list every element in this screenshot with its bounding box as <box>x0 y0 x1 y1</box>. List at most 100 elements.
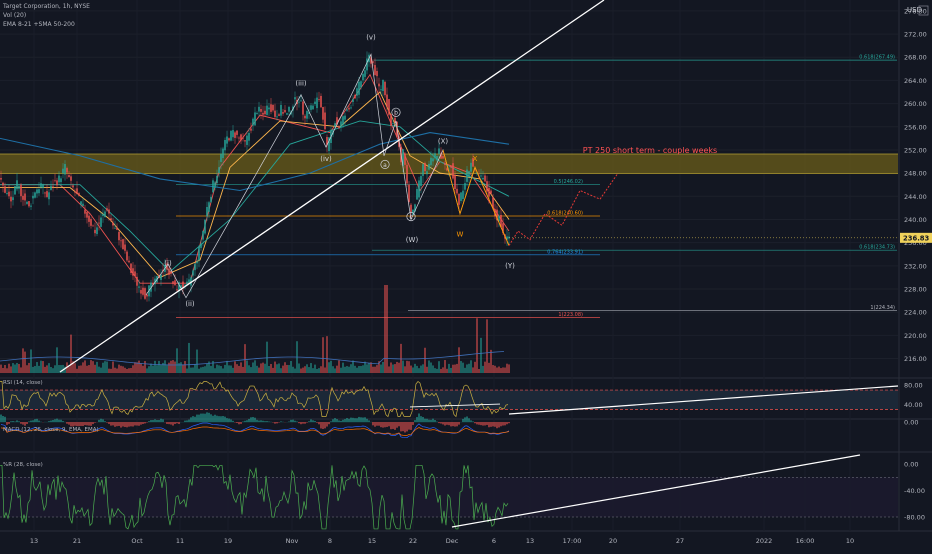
macd-histogram-bar <box>262 421 263 422</box>
macd-histogram-bar <box>258 421 259 423</box>
macd-histogram-bar <box>48 421 49 422</box>
fib-level-label: 1(224.34) <box>870 305 895 311</box>
ma-legend[interactable]: EMA 8-21 +SMA 50-200 <box>3 21 75 29</box>
macd-histogram-bar <box>412 422 413 425</box>
macd-histogram-bar <box>172 422 173 426</box>
wave-label: (iii) <box>295 80 307 88</box>
candle-body <box>0 178 2 180</box>
volume-bar <box>236 364 237 373</box>
macd-histogram-bar <box>366 419 367 422</box>
candle-body <box>310 105 312 110</box>
macd-histogram-bar <box>244 421 245 422</box>
candle-body <box>64 164 66 175</box>
candle-body <box>434 153 436 158</box>
volume-bar <box>138 361 139 373</box>
macd-histogram-bar <box>462 419 463 422</box>
candle-body <box>416 189 418 200</box>
candle-body <box>462 191 464 199</box>
volume-bar <box>156 365 157 373</box>
candle-body <box>234 132 236 137</box>
volume-bar <box>92 361 93 373</box>
volume-bar <box>308 367 309 373</box>
candle-body <box>14 186 16 194</box>
volume-bar <box>432 365 433 373</box>
candle-body <box>106 208 108 210</box>
candle-body <box>58 176 60 183</box>
candle-body <box>406 165 408 184</box>
macd-histogram-bar <box>422 417 423 422</box>
macd-histogram-bar <box>390 422 391 429</box>
macd-histogram-bar <box>136 422 137 426</box>
volume-bar <box>312 368 313 373</box>
candle-body <box>268 108 270 110</box>
macd-histogram-bar <box>8 422 9 424</box>
volume-bar <box>376 365 377 373</box>
macd-histogram-bar <box>36 419 37 422</box>
macd-histogram-bar <box>34 419 35 422</box>
candle-body <box>110 218 112 220</box>
candle-body <box>438 148 440 154</box>
volume-bar <box>486 319 487 373</box>
macd-histogram-bar <box>160 419 161 423</box>
macd-histogram-bar <box>264 421 265 422</box>
fib-level-label: 0.618(267.49) <box>859 55 895 61</box>
volume-bar <box>142 366 143 373</box>
volume-bar <box>508 364 509 373</box>
volume-bar <box>242 367 243 373</box>
candle-body <box>240 134 242 140</box>
macd-histogram-bar <box>158 420 159 422</box>
volume-bar <box>494 366 495 373</box>
volume-bar <box>144 361 145 373</box>
macd-histogram-bar <box>464 417 465 422</box>
volume-bar <box>418 368 419 373</box>
macd-histogram-bar <box>330 421 331 422</box>
macd-histogram-bar <box>200 414 201 423</box>
macd-histogram-bar <box>292 420 293 423</box>
macd-histogram-bar <box>78 422 79 426</box>
candle-body <box>334 123 336 126</box>
symbol-title[interactable]: Target Corporation, 1h, NYSE <box>3 3 90 11</box>
macd-histogram-bar <box>104 421 105 422</box>
candle-body <box>300 100 302 101</box>
volume-bar <box>248 365 249 373</box>
candle-body <box>28 201 30 206</box>
macd-histogram-bar <box>392 422 393 429</box>
volume-bar <box>94 365 95 373</box>
candle-body <box>362 74 364 80</box>
macd-histogram-bar <box>362 417 363 422</box>
candle-body <box>38 189 40 193</box>
rsi-band <box>0 390 898 409</box>
candle-body <box>324 113 326 130</box>
macd-histogram-bar <box>28 421 29 422</box>
volume-bar <box>320 366 321 373</box>
volume-bar <box>30 349 31 373</box>
volume-bar <box>490 350 491 373</box>
time-tick-label: 21 <box>73 537 81 545</box>
candle-body <box>74 192 76 193</box>
macd-histogram-bar <box>170 422 171 425</box>
macd-histogram-bar <box>426 419 427 422</box>
candle-body <box>90 219 92 226</box>
wr-title: %R (28, close) <box>3 462 43 468</box>
macd-histogram-bar <box>138 422 139 426</box>
volume-bar <box>58 365 59 373</box>
volume-bar <box>328 362 329 373</box>
macd-histogram-bar <box>90 422 91 426</box>
volume-bar <box>456 364 457 373</box>
volume-bar <box>412 367 413 373</box>
candle-body <box>302 102 304 115</box>
volume-bar <box>348 367 349 373</box>
macd-histogram-bar <box>232 421 233 422</box>
macd-histogram-bar <box>498 422 499 427</box>
candle-body <box>86 212 88 218</box>
macd-histogram-bar <box>248 419 249 422</box>
volume-bar <box>98 367 99 373</box>
price-tick-label: 216.00 <box>904 355 927 363</box>
candle-body <box>218 167 220 173</box>
macd-histogram-bar <box>124 422 125 427</box>
candle-body <box>454 175 456 189</box>
volume-legend[interactable]: Vol (20) <box>3 12 26 20</box>
macd-histogram-bar <box>76 422 77 426</box>
macd-histogram-bar <box>118 422 119 426</box>
